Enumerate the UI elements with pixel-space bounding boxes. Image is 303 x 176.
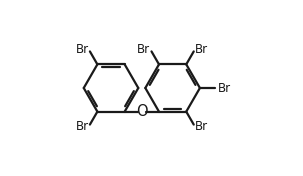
Text: Br: Br [137,43,150,56]
Text: Br: Br [218,81,231,95]
Text: Br: Br [75,120,88,133]
Text: Br: Br [75,43,88,56]
Text: Br: Br [195,120,208,133]
Text: Br: Br [195,43,208,56]
Text: O: O [136,104,148,119]
